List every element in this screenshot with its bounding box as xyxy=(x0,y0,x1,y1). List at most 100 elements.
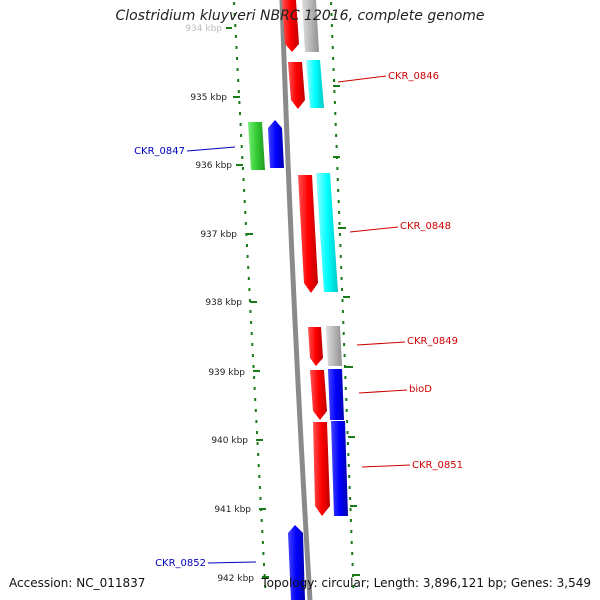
track-dot xyxy=(249,310,252,313)
track-dot xyxy=(336,178,339,181)
gene-partial-top-red[interactable] xyxy=(282,0,299,52)
track-dot xyxy=(342,321,345,324)
label-ckr-0846[interactable]: CKR_0846 xyxy=(388,71,439,82)
right-track-dashes xyxy=(333,85,360,576)
track-dot xyxy=(348,475,351,478)
gene-ckr-0849-gray[interactable] xyxy=(326,326,342,366)
track-dot xyxy=(247,277,250,280)
tick-label-942: 942 kbp xyxy=(217,574,254,584)
track-dot xyxy=(350,541,353,544)
track-dot xyxy=(237,79,240,82)
gene-ckr-0851-blue[interactable] xyxy=(331,421,348,516)
leader-lines xyxy=(186,75,411,564)
track-dot xyxy=(260,519,263,522)
track-dot xyxy=(263,563,265,566)
track-dot xyxy=(253,387,256,390)
track-dot xyxy=(332,68,335,71)
track-dot xyxy=(347,453,350,456)
track-dot xyxy=(346,442,349,445)
track-dot xyxy=(250,332,253,335)
leader-ckr-0852 xyxy=(207,561,257,564)
label-ckr-0852[interactable]: CKR_0852 xyxy=(155,558,206,569)
track-dot xyxy=(253,376,256,379)
track-dot xyxy=(331,35,334,38)
track-dot xyxy=(238,101,241,104)
label-ckr-0848[interactable]: CKR_0848 xyxy=(400,221,451,232)
tick-label-934: 934 kbp xyxy=(185,24,222,34)
gene-ckr-0846-cyan[interactable] xyxy=(306,60,324,108)
gene-ckr-0847-green[interactable] xyxy=(248,122,265,170)
track-dot xyxy=(258,486,261,489)
track-dot xyxy=(243,189,246,192)
track-dot xyxy=(261,541,264,544)
track-dot xyxy=(341,310,344,313)
track-dot xyxy=(339,244,342,247)
track-dot xyxy=(239,123,242,126)
track-dot xyxy=(244,211,247,214)
track-dot xyxy=(352,585,355,588)
track-dot xyxy=(233,13,236,16)
tick-label-940: 940 kbp xyxy=(211,436,248,446)
track-dot xyxy=(240,145,243,148)
gene-ckr-0846[interactable] xyxy=(288,62,305,109)
label-ckr-0851[interactable]: CKR_0851 xyxy=(412,460,463,471)
track-dot xyxy=(344,387,347,390)
gene-ckr-0848[interactable] xyxy=(298,175,318,293)
label-ckr-0847[interactable]: CKR_0847 xyxy=(134,146,185,157)
track-dot xyxy=(234,35,237,38)
gene-ckr-0847[interactable] xyxy=(268,120,284,168)
tick-label-935: 935 kbp xyxy=(190,93,227,103)
genome-backbone xyxy=(279,0,313,600)
track-dot xyxy=(241,156,244,159)
genome-title: Clostridium kluyveri NBRC 12016, complet… xyxy=(115,8,485,24)
track-dot xyxy=(333,79,335,82)
gene-ckr-0851[interactable] xyxy=(313,422,330,516)
gene-partial-top-gray[interactable] xyxy=(302,0,319,52)
label-biod[interactable]: bioD xyxy=(409,384,432,395)
gene-ckr-0848-cyan[interactable] xyxy=(316,173,338,292)
leader-ckr-0847 xyxy=(186,146,236,152)
track-dot xyxy=(338,211,341,214)
track-dot xyxy=(255,420,258,423)
track-dot xyxy=(254,409,257,412)
track-dot xyxy=(334,112,337,115)
left-dotted-track xyxy=(233,2,267,588)
track-dot xyxy=(264,585,267,588)
gene-ckr-0849[interactable] xyxy=(308,327,323,366)
track-dot xyxy=(339,255,342,258)
track-dot xyxy=(344,365,346,368)
track-dot xyxy=(236,57,238,60)
track-dot xyxy=(330,2,333,5)
track-dot xyxy=(235,46,238,49)
track-dot xyxy=(234,24,237,27)
track-dot xyxy=(351,552,354,555)
leader-ckr-0851 xyxy=(361,464,411,468)
label-ckr-0849[interactable]: CKR_0849 xyxy=(407,336,458,347)
accession-text: Accession: NC_011837 xyxy=(9,576,146,590)
track-dot xyxy=(349,519,352,522)
track-dot xyxy=(350,530,353,533)
track-dot xyxy=(338,233,341,236)
track-dot xyxy=(335,145,338,148)
track-dot xyxy=(236,68,239,71)
track-dot xyxy=(344,376,347,379)
track-dot xyxy=(233,2,236,5)
track-dot xyxy=(343,354,346,357)
track-dot xyxy=(334,123,337,126)
track-dot xyxy=(257,453,260,456)
gene-biod[interactable] xyxy=(310,370,327,420)
track-dot xyxy=(261,530,264,533)
track-dot xyxy=(337,200,340,203)
gene-biod-blue[interactable] xyxy=(328,369,344,420)
track-dot xyxy=(254,398,257,401)
leader-biod xyxy=(358,389,408,394)
track-dot xyxy=(340,277,343,280)
track-dot xyxy=(351,563,354,566)
track-dot xyxy=(342,332,345,335)
tick-label-939: 939 kbp xyxy=(208,368,245,378)
gene-ckr-0852[interactable] xyxy=(288,525,305,600)
track-dot xyxy=(337,189,340,192)
track-dot xyxy=(340,266,343,269)
track-dot xyxy=(331,46,334,49)
